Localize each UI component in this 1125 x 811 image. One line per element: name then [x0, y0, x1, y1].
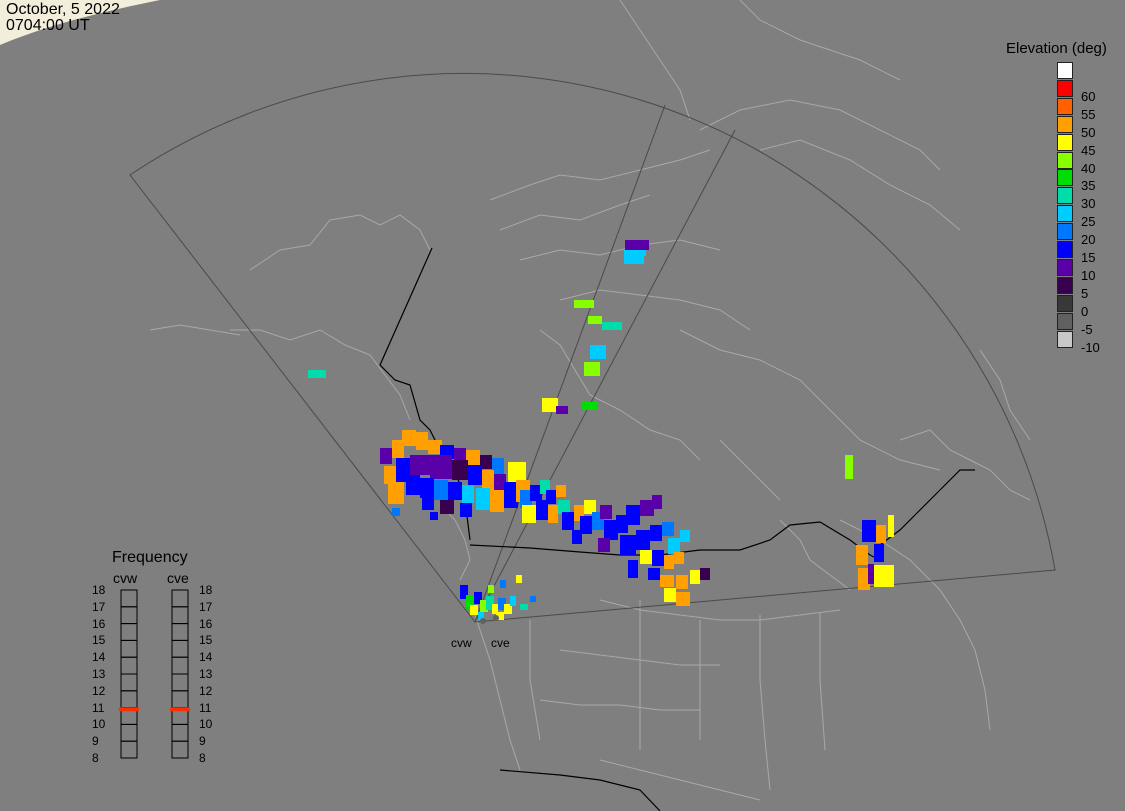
elevation-label: 10 — [1081, 267, 1096, 283]
elevation-label: -10 — [1081, 339, 1100, 355]
frequency-box — [171, 639, 189, 658]
frequency-tick-left: 13 — [92, 667, 106, 681]
site-marker-cvw — [480, 618, 486, 624]
elevation-legend-title: Elevation (deg) — [1006, 40, 1107, 57]
backscatter-cells — [308, 240, 894, 620]
elevation-swatch — [1057, 97, 1073, 115]
elevation-label: 60 — [1081, 88, 1096, 104]
frequency-tick-right: 18 — [199, 583, 213, 597]
frequency-legend-title: Frequency — [112, 549, 188, 566]
frequency-box — [171, 740, 189, 759]
title-time: 0704:00 UT — [6, 17, 90, 34]
frequency-box — [171, 589, 189, 608]
frequency-tick-left: 16 — [92, 616, 106, 631]
frequency-radar-label-cve: cve — [167, 570, 189, 586]
frequency-tick-left: 12 — [92, 683, 106, 698]
frequency-tick-left: 18 — [92, 583, 106, 597]
elevation-swatch — [1057, 151, 1073, 169]
frequency-tick-right: 15 — [199, 633, 213, 648]
elevation-swatch — [1057, 205, 1073, 223]
radar-fov-outline — [129, 73, 1056, 623]
elevation-label: 25 — [1081, 214, 1096, 230]
frequency-tick-right: 11 — [199, 700, 212, 715]
elevation-label: 0 — [1081, 303, 1089, 319]
frequency-box — [171, 623, 189, 641]
elevation-swatch — [1057, 312, 1073, 330]
elevation-label: 35 — [1081, 178, 1096, 194]
frequency-box — [120, 723, 138, 742]
frequency-tick-left: 8 — [92, 751, 99, 765]
elevation-label: 5 — [1081, 285, 1089, 301]
frequency-box — [120, 639, 138, 658]
frequency-tick-right: 14 — [199, 650, 213, 665]
elevation-label: 20 — [1081, 232, 1096, 248]
frequency-scale-cvw — [119, 589, 139, 759]
elevation-label: 40 — [1081, 160, 1096, 176]
frequency-box — [171, 673, 189, 692]
frequency-tick-left: 14 — [92, 650, 106, 665]
site-label-cvw: cvw — [451, 636, 472, 650]
elevation-swatch — [1057, 133, 1073, 151]
elevation-swatch — [1057, 187, 1073, 205]
frequency-box — [120, 740, 138, 759]
frequency-box — [120, 623, 138, 641]
frequency-tick-right: 10 — [199, 717, 213, 732]
frequency-tick-right: 17 — [199, 599, 213, 614]
frequency-tick-right: 16 — [199, 616, 213, 631]
elevation-swatch — [1057, 330, 1073, 348]
title-date: October, 5 2022 — [6, 1, 120, 18]
coastlines — [149, 0, 1031, 801]
frequency-box — [120, 690, 138, 709]
daylight-region — [0, 0, 160, 45]
elevation-label: -5 — [1081, 321, 1093, 337]
elevation-swatch — [1057, 276, 1073, 294]
frequency-box — [120, 606, 138, 625]
frequency-radar-label-cvw: cvw — [113, 570, 138, 586]
elevation-swatch — [1057, 115, 1073, 133]
elevation-label: 30 — [1081, 196, 1096, 212]
frequency-tick-left: 11 — [92, 700, 105, 715]
frequency-marker-cve — [170, 707, 190, 712]
frequency-box — [120, 656, 138, 675]
elevation-swatch — [1057, 223, 1073, 241]
frequency-scale-cve — [170, 589, 190, 759]
elevation-swatch — [1057, 169, 1073, 187]
frequency-box — [120, 589, 138, 608]
elevation-label: 55 — [1081, 106, 1096, 122]
frequency-box — [171, 690, 189, 709]
elevation-swatch — [1057, 294, 1073, 312]
site-label-cve: cve — [491, 636, 510, 650]
frequency-box — [171, 656, 189, 675]
frequency-box — [171, 723, 189, 742]
site-marker-cve — [493, 615, 499, 621]
elevation-label: 45 — [1081, 142, 1096, 158]
frequency-tick-left: 15 — [92, 633, 106, 648]
frequency-tick-right: 12 — [199, 683, 213, 698]
elevation-label: 15 — [1081, 250, 1096, 265]
frequency-tick-right: 13 — [199, 667, 213, 681]
frequency-marker-cvw — [119, 707, 139, 712]
elevation-label: 50 — [1081, 124, 1096, 140]
elevation-swatch — [1057, 241, 1073, 258]
elevation-swatch — [1057, 79, 1073, 97]
frequency-tick-left: 10 — [92, 717, 106, 732]
frequency-tick-left: 9 — [92, 734, 99, 749]
frequency-tick-left: 17 — [92, 599, 106, 614]
elevation-swatch — [1057, 62, 1073, 79]
frequency-box — [120, 673, 138, 692]
frequency-tick-right: 8 — [199, 751, 206, 765]
frequency-tick-right: 9 — [199, 734, 206, 749]
elevation-swatch — [1057, 258, 1073, 276]
frequency-box — [171, 606, 189, 625]
